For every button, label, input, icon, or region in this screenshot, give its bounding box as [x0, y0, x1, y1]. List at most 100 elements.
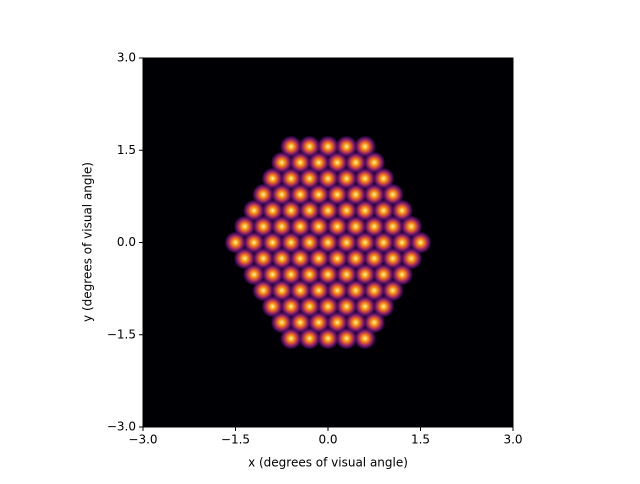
spot [400, 215, 423, 238]
spot [317, 327, 339, 350]
spot [298, 263, 321, 286]
spot [252, 247, 275, 270]
spot [335, 199, 358, 222]
spot [270, 247, 293, 270]
spot [317, 263, 339, 286]
spot [270, 279, 293, 302]
spot [326, 183, 349, 206]
spot [280, 263, 302, 286]
spot [344, 279, 367, 302]
spot [354, 327, 376, 350]
spot [344, 183, 367, 206]
spot [363, 151, 386, 174]
spot [243, 263, 265, 286]
spot [270, 215, 293, 238]
spot [298, 295, 321, 318]
spot [354, 295, 376, 318]
spot [335, 263, 358, 286]
spot [252, 279, 275, 302]
spot [381, 247, 404, 270]
spot [344, 311, 367, 334]
spot [344, 215, 367, 238]
spot [289, 215, 312, 238]
spot [372, 295, 395, 318]
spot [381, 279, 404, 302]
x-tick-label: −3.0 [128, 433, 157, 447]
y-tick-label: −1.5 [107, 327, 136, 341]
spot [280, 231, 302, 254]
y-axis-label: y (degrees of visual angle) [81, 162, 95, 322]
x-tick-label: 1.5 [411, 433, 430, 447]
spot [298, 231, 321, 254]
spot [326, 151, 349, 174]
spot [252, 183, 275, 206]
spot [243, 231, 265, 254]
spot [317, 135, 339, 158]
spot [233, 215, 256, 238]
spot [335, 167, 358, 190]
spot [280, 327, 302, 350]
spot [391, 199, 413, 222]
spot [372, 263, 395, 286]
spot [326, 215, 349, 238]
spot [344, 151, 367, 174]
spot [252, 215, 275, 238]
spot [289, 151, 312, 174]
spots [224, 135, 432, 350]
spot [363, 183, 386, 206]
spot [363, 247, 386, 270]
x-axis-label: x (degrees of visual angle) [248, 456, 408, 470]
spot [372, 231, 395, 254]
spot [298, 135, 321, 158]
spot [298, 327, 321, 350]
y-tick-label: 0.0 [117, 235, 136, 249]
spot [354, 167, 376, 190]
spot [307, 183, 330, 206]
spot [335, 231, 358, 254]
spot [261, 231, 284, 254]
spot [335, 327, 358, 350]
spot [289, 279, 312, 302]
spot [391, 263, 413, 286]
spot [280, 135, 302, 158]
spot [289, 247, 312, 270]
spot [261, 167, 284, 190]
x-tick-label: −1.5 [221, 433, 250, 447]
y-tick-label: 1.5 [117, 143, 136, 157]
spot [409, 231, 432, 254]
spot [261, 263, 284, 286]
spot [270, 311, 293, 334]
spot [298, 167, 321, 190]
spot [243, 199, 265, 222]
spot [326, 247, 349, 270]
spot [372, 167, 395, 190]
spot [317, 295, 339, 318]
spot [363, 215, 386, 238]
spot [335, 135, 358, 158]
x-tick-label: 0.0 [318, 433, 337, 447]
spot [261, 199, 284, 222]
spot [233, 247, 256, 270]
spot [335, 295, 358, 318]
spot [391, 231, 413, 254]
spot [381, 183, 404, 206]
spot [224, 231, 247, 254]
spot [289, 183, 312, 206]
x-tick-label: 3.0 [503, 433, 522, 447]
spot [307, 279, 330, 302]
spot [280, 199, 302, 222]
spot [326, 311, 349, 334]
spot [270, 151, 293, 174]
spot [363, 279, 386, 302]
spot [280, 167, 302, 190]
spot [298, 199, 321, 222]
spot [270, 183, 293, 206]
spot [400, 247, 423, 270]
spot [261, 295, 284, 318]
spot [363, 311, 386, 334]
spot [307, 247, 330, 270]
y-tick-label: −3.0 [107, 420, 136, 434]
spot [344, 247, 367, 270]
